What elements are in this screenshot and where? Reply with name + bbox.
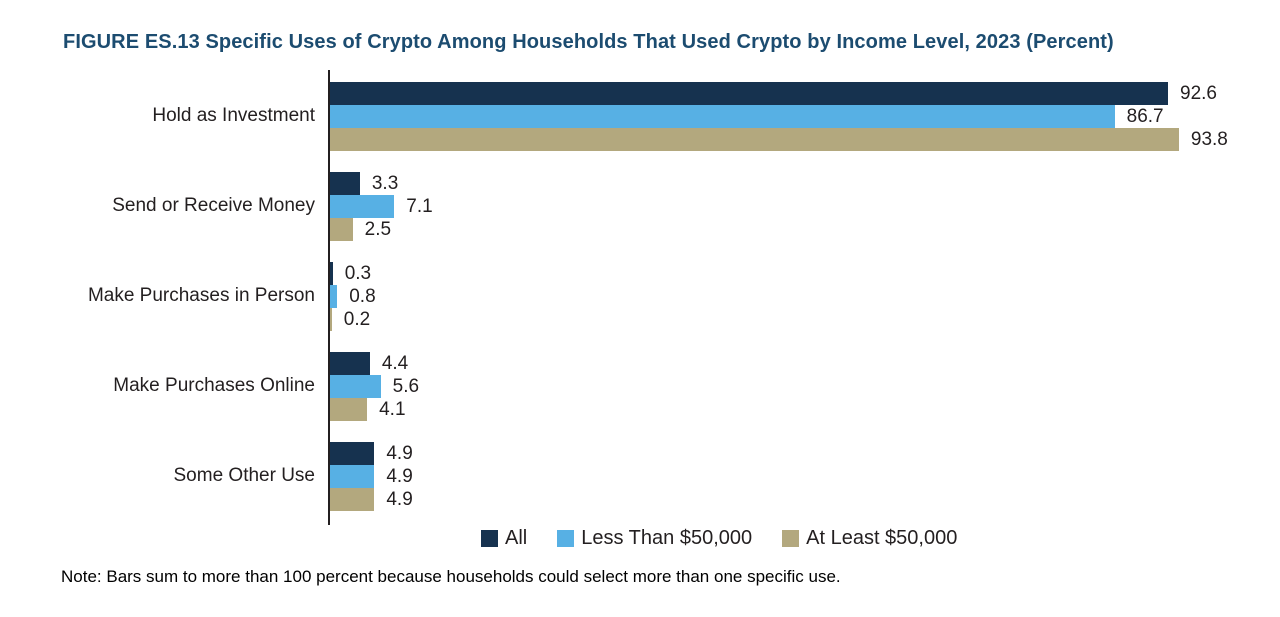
figure-title: FIGURE ES.13 Specific Uses of Crypto Amo… [63,31,1114,53]
bar-value-label: 4.9 [386,443,413,464]
bar-chart: Hold as Investment Send or Receive Money M… [0,70,1278,525]
bar-value-label: 92.6 [1180,83,1217,104]
bar-value-label: 4.9 [386,466,413,487]
bar-value-label: 0.3 [344,263,372,284]
bar-row: 4.1 [330,398,1278,421]
bar-row: 4.9 [330,465,1278,488]
bar-row: 4.9 [330,488,1278,511]
bar [330,488,375,511]
bar-value-label: 93.8 [1190,129,1228,150]
bar [330,352,370,375]
legend-label: All [505,527,528,549]
legend-swatch [481,530,498,547]
bar-group: 0.3 0.8 0.2 [330,262,1278,331]
bar-value-label: 2.5 [364,219,392,240]
bar [330,82,1169,105]
bar [330,128,1179,151]
bar-value-label: 4.4 [381,353,409,374]
bar-row: 93.8 [330,128,1278,151]
legend-swatch [557,530,575,547]
bar [330,218,353,241]
bar-row: 7.1 [330,195,1278,218]
bar-value-label: 3.3 [371,173,399,194]
bar-row: 92.6 [330,82,1278,105]
bar-group: 4.4 5.6 4.1 [330,352,1278,421]
bar-value-label: 0.8 [349,286,376,307]
bar [330,195,395,218]
bar-row: 86.7 [330,105,1278,128]
bar-row: 0.8 [330,285,1278,308]
bar-row: 3.3 [330,172,1278,195]
legend-item: At Least $50,000 [782,527,957,550]
bar-value-label: 0.2 [343,309,371,330]
category-label: Make Purchases in Person [87,285,315,307]
bar [330,375,381,398]
bar-group: 92.6 86.7 93.8 [330,82,1278,151]
legend: All Less Than $50,000 At Least $50,000 [481,527,957,550]
bar-group: 3.3 7.1 2.5 [330,172,1278,241]
bar-row: 2.5 [330,218,1278,241]
bar-row: 0.2 [330,308,1278,331]
bar-group: 4.9 4.9 4.9 [330,442,1278,511]
bar-value-label: 5.6 [392,376,420,397]
bar [330,308,332,331]
category-label: Send or Receive Money [112,195,315,217]
legend-label: At Least $50,000 [806,527,958,549]
bar-row: 5.6 [330,375,1278,398]
category-label: Some Other Use [173,465,316,487]
legend-label: Less Than $50,000 [581,527,753,549]
bar-value-label: 4.1 [379,399,406,420]
bar-value-label: 4.9 [386,489,413,510]
category-label: Make Purchases Online [113,375,315,397]
bar-value-label: 86.7 [1126,106,1164,127]
plot-area: 92.6 86.7 93.8 3.3 7.1 2.5 0.3 0.8 0.2 4.4 5.6 4.1 4… [328,70,1278,525]
bar-row: 0.3 [330,262,1278,285]
bar [330,285,338,308]
bar [330,262,333,285]
category-labels-column: Hold as Investment Send or Receive Money M… [0,70,328,525]
bar-value-label: 7.1 [406,196,433,217]
bar-row: 4.9 [330,442,1278,465]
bar [330,465,375,488]
bar-row: 4.4 [330,352,1278,375]
figure-note: Note: Bars sum to more than 100 percent … [61,567,841,586]
category-label: Hold as Investment [152,105,315,127]
bar [330,172,360,195]
legend-swatch [782,530,800,547]
legend-item: Less Than $50,000 [557,527,752,550]
bar [330,105,1115,128]
bar [330,442,375,465]
bar [330,398,368,421]
legend-item: All [481,527,527,550]
